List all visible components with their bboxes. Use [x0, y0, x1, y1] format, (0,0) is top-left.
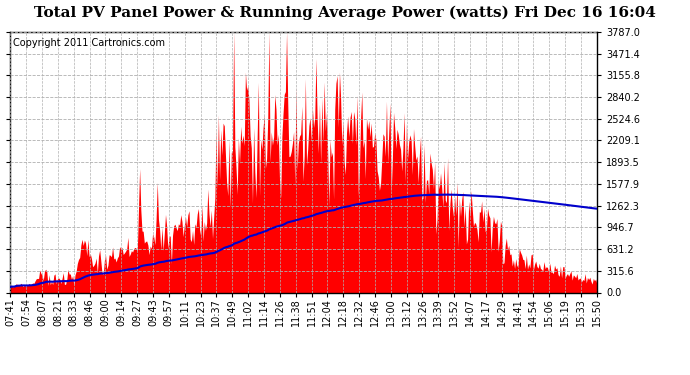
Text: Copyright 2011 Cartronics.com: Copyright 2011 Cartronics.com — [13, 38, 166, 48]
Text: Total PV Panel Power & Running Average Power (watts) Fri Dec 16 16:04: Total PV Panel Power & Running Average P… — [34, 6, 656, 20]
